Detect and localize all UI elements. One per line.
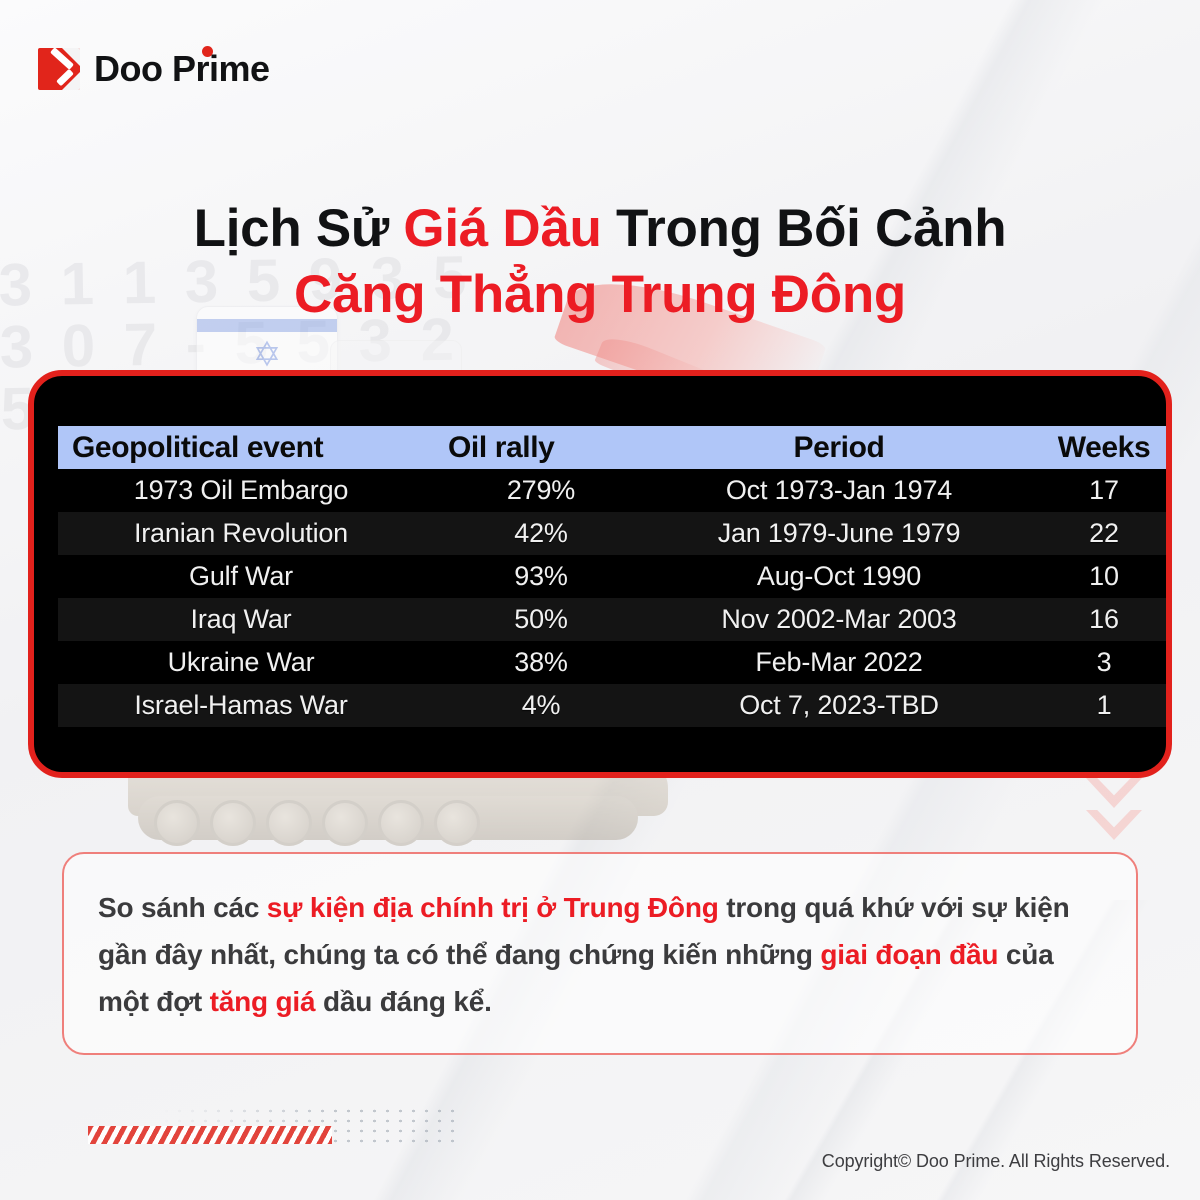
caption-seg5: của một đợt bbox=[98, 939, 1054, 1017]
cell-period: Oct 7, 2023-TBD bbox=[658, 684, 1020, 727]
table-row: Iraq War 50% Nov 2002-Mar 2003 16 bbox=[58, 598, 1166, 641]
table-header: Geopolitical event Oil rally Period Week… bbox=[58, 426, 1166, 469]
cell-weeks: 16 bbox=[1020, 598, 1166, 641]
cell-period: Oct 1973-Jan 1974 bbox=[658, 469, 1020, 512]
cell-event: Ukraine War bbox=[58, 641, 424, 684]
cell-weeks: 1 bbox=[1020, 684, 1166, 727]
brand-name-text: Doo Prime bbox=[94, 48, 270, 89]
footer-copyright: Copyright© Doo Prime. All Rights Reserve… bbox=[821, 1151, 1170, 1171]
table-row: Ukraine War 38% Feb-Mar 2022 3 bbox=[58, 641, 1166, 684]
column-header-weeks: Weeks bbox=[1020, 426, 1166, 469]
logo-accent-dot bbox=[201, 46, 213, 57]
cell-rally: 50% bbox=[424, 598, 658, 641]
brand-logo[interactable]: Doo Prime bbox=[38, 46, 270, 90]
geopolitical-events-table: Geopolitical event Oil rally Period Week… bbox=[58, 426, 1166, 727]
cell-rally: 4% bbox=[424, 684, 658, 727]
dot-grid-icon bbox=[160, 1106, 460, 1148]
cell-event: Gulf War bbox=[58, 555, 424, 598]
cell-period: Nov 2002-Mar 2003 bbox=[658, 598, 1020, 641]
table-row: Gulf War 93% Aug-Oct 1990 10 bbox=[58, 555, 1166, 598]
table-body: 1973 Oil Embargo 279% Oct 1973-Jan 1974 … bbox=[58, 469, 1166, 727]
brand-name: Doo Prime bbox=[94, 46, 270, 90]
cell-weeks: 10 bbox=[1020, 555, 1166, 598]
page-title: Lịch Sử Giá Dầu Trong Bối Cảnh Căng Thẳn… bbox=[0, 196, 1200, 328]
caption-highlight-3: tăng giá bbox=[209, 986, 316, 1017]
table-row: Iranian Revolution 42% Jan 1979-June 197… bbox=[58, 512, 1166, 555]
title-line1-highlight: Giá Dầu bbox=[403, 198, 602, 258]
column-header-period: Period bbox=[658, 426, 1020, 469]
data-table-panel: Geopolitical event Oil rally Period Week… bbox=[28, 370, 1172, 778]
cell-event: Iranian Revolution bbox=[58, 512, 424, 555]
title-line1-part2: Trong Bối Cảnh bbox=[601, 198, 1007, 258]
title-line1-part1: Lịch Sử bbox=[193, 198, 404, 258]
summary-caption: So sánh các sự kiện địa chính trị ở Trun… bbox=[62, 852, 1138, 1055]
caption-seg7: dầu đáng kể. bbox=[315, 986, 492, 1017]
cell-weeks: 3 bbox=[1020, 641, 1166, 684]
cell-weeks: 22 bbox=[1020, 512, 1166, 555]
cell-event: 1973 Oil Embargo bbox=[58, 469, 424, 512]
column-header-rally: Oil rally bbox=[424, 426, 658, 469]
cell-period: Jan 1979-June 1979 bbox=[658, 512, 1020, 555]
table-header-row: Geopolitical event Oil rally Period Week… bbox=[58, 426, 1166, 469]
column-header-event: Geopolitical event bbox=[58, 426, 424, 469]
cell-period: Feb-Mar 2022 bbox=[658, 641, 1020, 684]
cell-rally: 279% bbox=[424, 469, 658, 512]
cell-period: Aug-Oct 1990 bbox=[658, 555, 1020, 598]
doo-prime-logo-icon bbox=[38, 48, 80, 90]
table-row: Israel-Hamas War 4% Oct 7, 2023-TBD 1 bbox=[58, 684, 1166, 727]
caption-highlight-2: giai đoạn đầu bbox=[820, 939, 999, 970]
title-line2: Căng Thẳng Trung Đông bbox=[294, 264, 906, 324]
cell-event: Iraq War bbox=[58, 598, 424, 641]
cell-weeks: 17 bbox=[1020, 469, 1166, 512]
cell-event: Israel-Hamas War bbox=[58, 684, 424, 727]
caption-seg1: So sánh các bbox=[98, 892, 267, 923]
table-row: 1973 Oil Embargo 279% Oct 1973-Jan 1974 … bbox=[58, 469, 1166, 512]
caption-highlight-1: sự kiện địa chính trị ở Trung Đông bbox=[266, 892, 719, 923]
diagonal-stripe-bar-icon bbox=[88, 1126, 332, 1144]
cell-rally: 93% bbox=[424, 555, 658, 598]
caption-seg3: trong quá khứ với sự kiện gần đây nhất, … bbox=[98, 892, 1070, 970]
cell-rally: 38% bbox=[424, 641, 658, 684]
cell-rally: 42% bbox=[424, 512, 658, 555]
